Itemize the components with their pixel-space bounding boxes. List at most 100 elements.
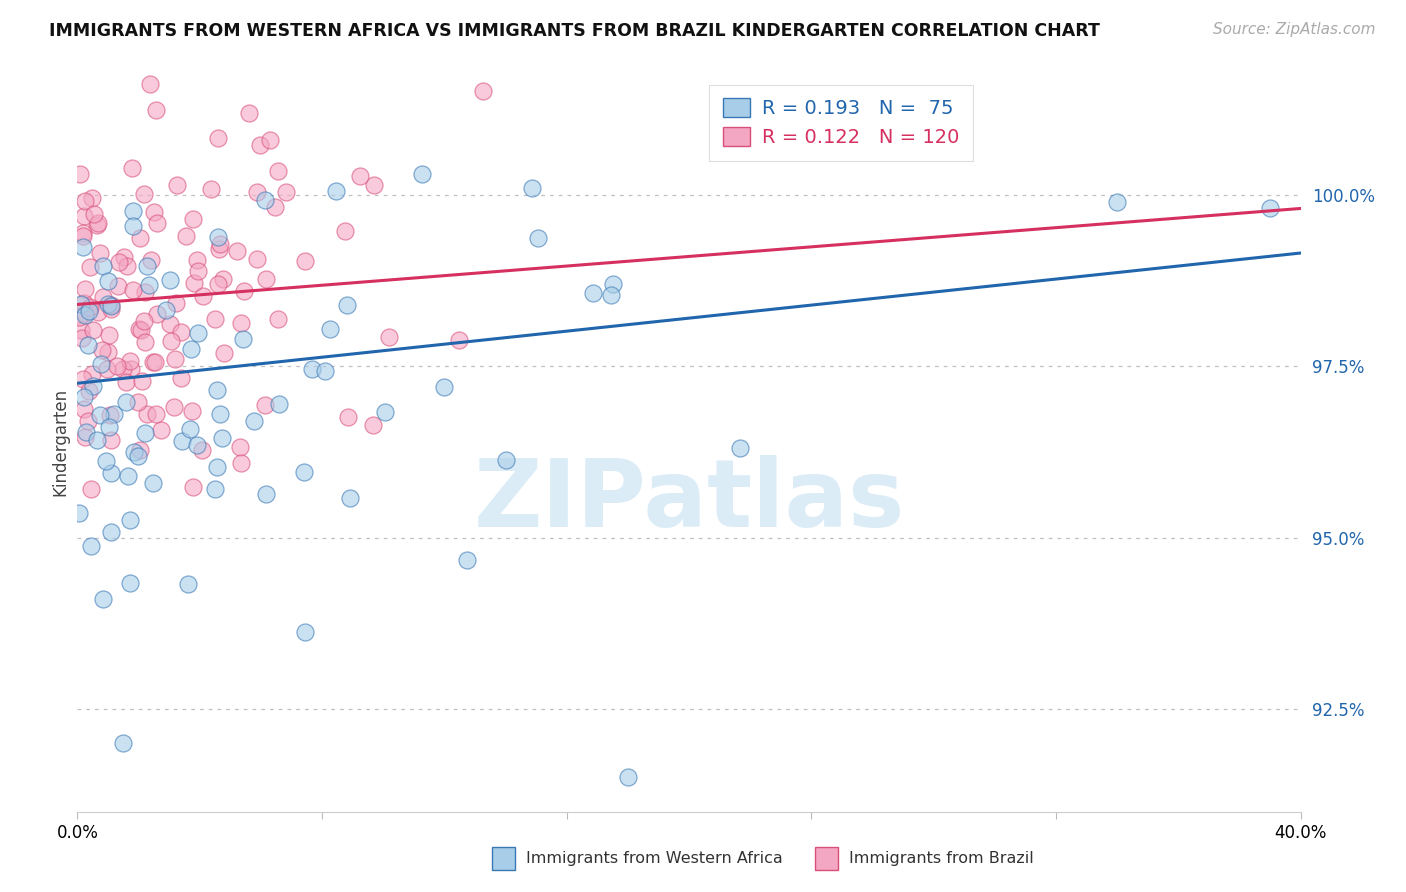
Point — [411, 168, 433, 182]
Point — [73, 390, 96, 404]
Point — [472, 84, 495, 98]
Point — [100, 299, 122, 313]
Point — [179, 422, 201, 436]
Point — [337, 409, 360, 424]
Point — [294, 624, 316, 639]
Point — [135, 408, 157, 422]
Point — [183, 276, 205, 290]
Point — [165, 351, 187, 366]
Point — [100, 467, 122, 481]
Point — [146, 216, 169, 230]
Point — [105, 359, 128, 373]
Point — [602, 277, 624, 292]
Point — [254, 487, 277, 501]
Point — [91, 259, 114, 273]
Point — [169, 325, 191, 339]
Point — [292, 466, 315, 480]
Point — [191, 289, 214, 303]
Point — [98, 328, 121, 343]
Point — [80, 539, 103, 553]
Point — [363, 178, 385, 192]
Point — [155, 303, 177, 318]
Point — [163, 400, 186, 414]
Point — [183, 480, 205, 494]
Point — [159, 273, 181, 287]
Point — [100, 298, 122, 312]
Legend: R = 0.193   N =  75, R = 0.122   N = 120: R = 0.193 N = 75, R = 0.122 N = 120 — [709, 85, 973, 161]
Point — [86, 216, 108, 230]
Point — [447, 333, 470, 347]
Point — [128, 443, 150, 458]
Point — [600, 288, 623, 302]
Point — [86, 305, 108, 319]
Point — [77, 301, 100, 316]
Point — [205, 460, 228, 475]
Point — [134, 285, 156, 300]
Point — [233, 284, 256, 298]
Point — [73, 209, 96, 223]
Point — [117, 469, 139, 483]
Point — [73, 402, 96, 417]
Point — [143, 204, 166, 219]
Point — [229, 316, 252, 330]
Point — [145, 407, 167, 421]
Point — [212, 271, 235, 285]
Point — [336, 298, 359, 312]
Point — [73, 194, 96, 208]
Point — [314, 364, 336, 378]
Point — [115, 375, 138, 389]
Point — [186, 252, 208, 267]
Point — [118, 513, 141, 527]
Point — [120, 362, 142, 376]
Point — [79, 260, 101, 275]
Point — [98, 52, 121, 66]
Point — [69, 167, 91, 181]
Point — [70, 331, 93, 345]
Point — [91, 592, 114, 607]
Point — [111, 362, 134, 376]
Point — [139, 252, 162, 267]
Point — [72, 227, 94, 241]
Point — [100, 301, 122, 316]
Point — [363, 418, 385, 433]
Point — [149, 424, 172, 438]
Point — [120, 576, 142, 591]
Point — [267, 164, 290, 178]
Point — [97, 297, 120, 311]
Text: ZIPatlas: ZIPatlas — [474, 455, 904, 547]
Point — [127, 395, 149, 409]
Point — [76, 414, 98, 428]
Point — [242, 414, 264, 428]
Point — [187, 264, 209, 278]
Point — [333, 224, 356, 238]
Point — [160, 334, 183, 348]
Point — [209, 407, 232, 421]
Point — [112, 250, 135, 264]
Point — [77, 384, 100, 399]
Point — [97, 420, 120, 434]
Point — [1258, 202, 1281, 216]
Point — [94, 453, 117, 467]
Point — [191, 443, 214, 458]
Point — [253, 193, 276, 207]
Point — [187, 326, 209, 340]
Text: IMMIGRANTS FROM WESTERN AFRICA VS IMMIGRANTS FROM BRAZIL KINDERGARTEN CORRELATIO: IMMIGRANTS FROM WESTERN AFRICA VS IMMIGR… — [49, 22, 1099, 40]
Point — [246, 252, 269, 266]
Point — [120, 354, 142, 368]
Point — [207, 277, 229, 292]
Point — [132, 186, 155, 201]
Point — [127, 449, 149, 463]
Point — [170, 370, 193, 384]
Point — [259, 133, 281, 147]
Point — [238, 105, 260, 120]
Point — [86, 434, 108, 448]
Point — [75, 281, 97, 295]
Y-axis label: Kindergarten: Kindergarten — [51, 387, 69, 496]
Point — [174, 229, 197, 244]
Point — [433, 380, 456, 394]
Point — [170, 434, 193, 448]
Point — [526, 231, 548, 245]
Point — [180, 403, 202, 417]
Point — [267, 397, 290, 411]
Point — [138, 77, 160, 91]
